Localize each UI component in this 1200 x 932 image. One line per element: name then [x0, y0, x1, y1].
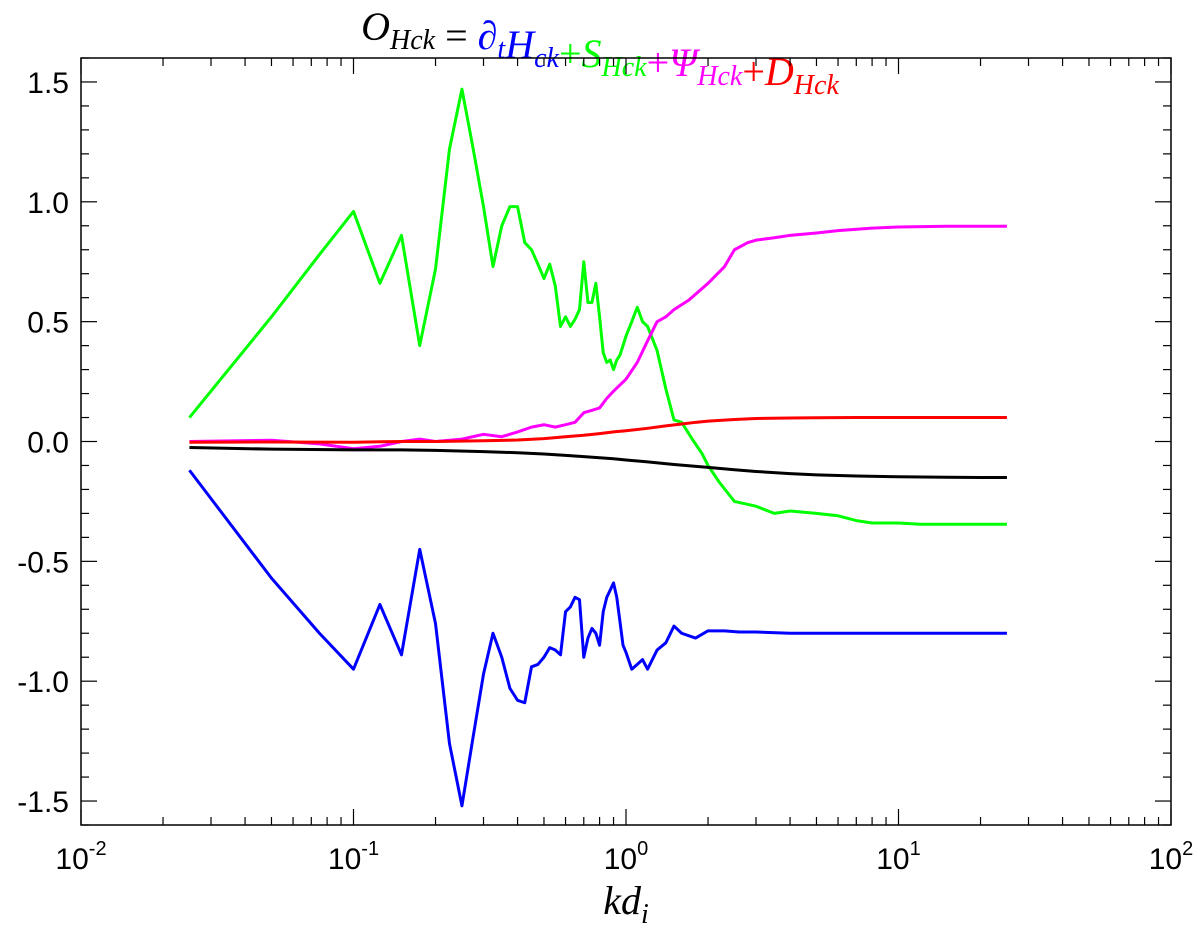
x-tick-label: 102: [1149, 838, 1194, 876]
chart-title: OHck = ∂tHck+SHck+ΨHck+DHck: [361, 4, 839, 101]
series-line-4: [188, 469, 1007, 808]
y-tick-label: 1.5: [27, 67, 69, 100]
y-tick-label: -1.5: [17, 786, 69, 819]
x-tick-label: 10-1: [328, 838, 379, 876]
y-tick-label: 0.0: [27, 427, 69, 460]
y-tick-label: -0.5: [17, 546, 69, 579]
x-axis-label: kdi: [603, 878, 649, 930]
series-line-3: [189, 445, 1007, 479]
x-tick-label: 10-2: [55, 838, 106, 876]
x-tick-label: 100: [604, 838, 649, 876]
y-tick-label: 0.5: [27, 307, 69, 340]
y-tick-label: 1.0: [27, 187, 69, 220]
series-line-1: [189, 224, 1007, 451]
series-line-0: [188, 87, 1007, 526]
x-axis-label-text: kdi: [603, 878, 649, 930]
series-lines: [188, 87, 1007, 808]
axis-ticks: -1.5 -1.0 -0.5 0.0 0.5 1.0 1.5 10-2 10-1 100 101 10…: [17, 57, 1194, 876]
y-tick-label: -1.0: [17, 666, 69, 699]
x-tick-label: 101: [876, 838, 921, 876]
chart-title-text: OHck = ∂tHck+SHck+ΨHck+DHck: [361, 4, 839, 101]
series-line-2: [189, 416, 1007, 444]
